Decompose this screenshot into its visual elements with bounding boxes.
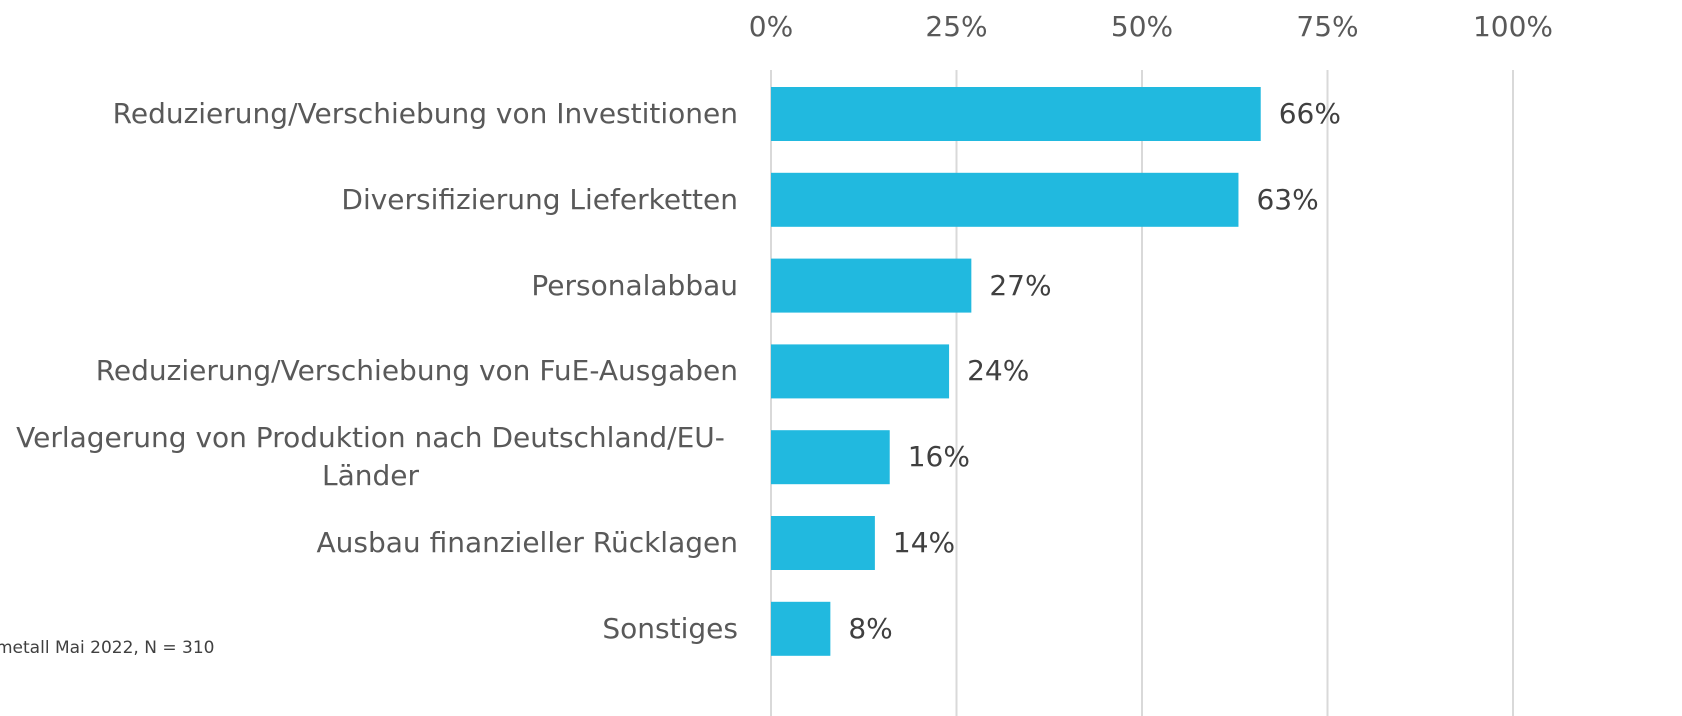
bar	[771, 430, 890, 485]
value-label: 27%	[989, 268, 1052, 302]
category-label: Sonstiges	[602, 610, 738, 648]
category-text: Ausbau finanzieller Rücklagen	[316, 526, 739, 559]
category-text: Personalabbau	[531, 268, 738, 302]
bar	[771, 172, 1239, 227]
category-label: Diversifizierung Lieferketten	[341, 181, 738, 219]
category-label: Personalabbau	[531, 267, 738, 305]
category-label: Verlagerung von Produktion nach Deutschl…	[3, 419, 738, 495]
x-tick-label: 0%	[748, 10, 794, 43]
value-label: 14%	[892, 526, 956, 559]
value-label: 16%	[907, 440, 970, 474]
category-text: Diversifizierung Lieferketten	[341, 182, 738, 216]
bar	[771, 601, 831, 656]
category-label: Ausbau finanzieller Rücklagen	[317, 524, 739, 562]
category-text: Sonstiges	[602, 611, 738, 645]
category-label: Reduzierung/Verschiebung von FuE-Ausgabe…	[96, 352, 738, 390]
bar	[771, 87, 1261, 141]
value-label: 63%	[1256, 182, 1319, 216]
value-label: 66%	[1278, 97, 1341, 130]
category-text: Reduzierung/Verschiebung von Investition…	[112, 97, 738, 130]
source-note: metall Mai 2022, N = 310	[0, 638, 215, 658]
x-tick-label: 75%	[1296, 10, 1359, 43]
category-text: Verlagerung von Produktion nach Deutschl…	[16, 421, 725, 493]
x-tick-label: 25%	[925, 10, 988, 43]
bar	[771, 516, 875, 570]
value-label: 8%	[848, 611, 893, 645]
value-label: 24%	[967, 354, 1030, 388]
bar	[771, 344, 950, 399]
x-tick-label: 50%	[1110, 10, 1174, 43]
category-label: Reduzierung/Verschiebung von Investition…	[113, 95, 738, 133]
bar	[771, 258, 972, 313]
category-text: Reduzierung/Verschiebung von FuE-Ausgabe…	[95, 354, 738, 388]
x-tick-label: 100%	[1472, 10, 1554, 43]
